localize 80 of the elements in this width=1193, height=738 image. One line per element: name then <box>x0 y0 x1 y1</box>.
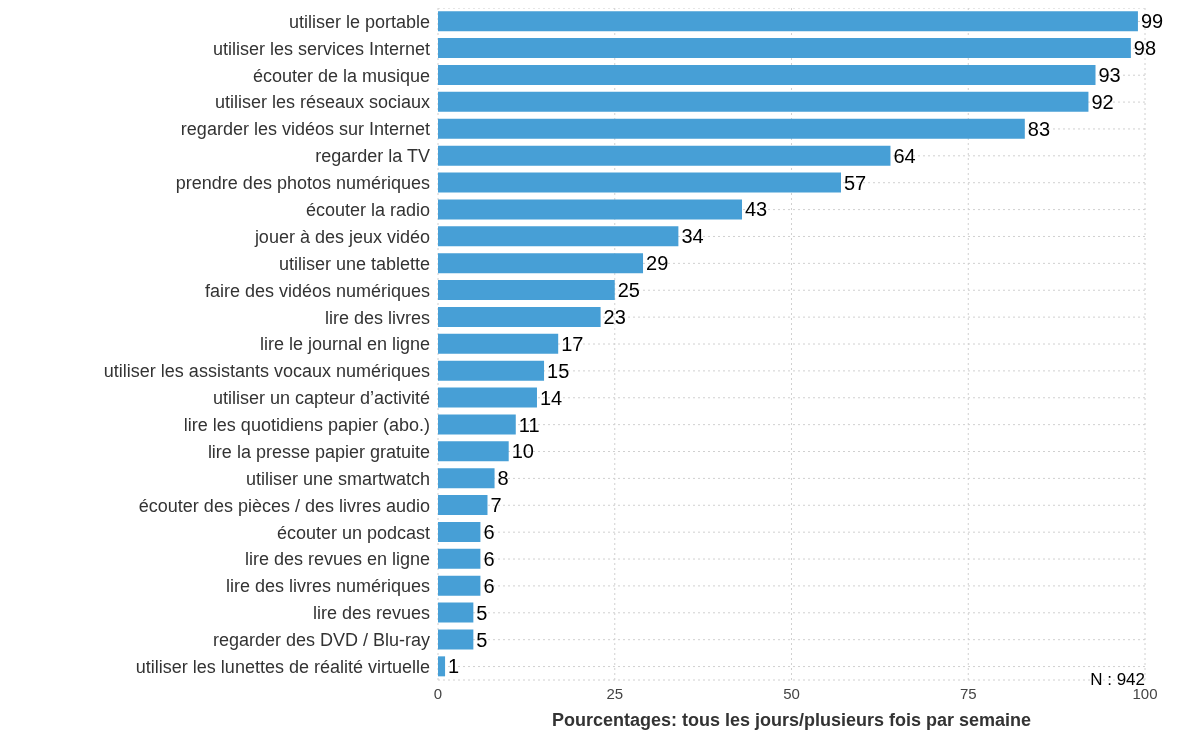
data-label: 43 <box>745 198 768 221</box>
y-tick-label: regarder les vidéos sur Internet <box>180 119 430 140</box>
data-label: 15 <box>547 359 570 382</box>
data-label: 5 <box>476 601 488 624</box>
y-tick-label: utiliser les lunettes de réalité virtuelle <box>135 656 430 677</box>
bar <box>438 387 537 408</box>
bar <box>438 306 601 327</box>
y-tick-label: écouter des pièces / des livres audio <box>138 495 430 516</box>
data-label: 92 <box>1091 90 1114 113</box>
bar <box>438 145 891 166</box>
x-tick-label: 75 <box>959 684 977 702</box>
data-label: 1 <box>448 655 460 678</box>
bar <box>438 629 474 650</box>
y-tick-label: lire des livres numériques <box>225 576 430 597</box>
x-axis-title: Pourcentages: tous les jours/plusieurs fois par semaine <box>551 710 1032 730</box>
data-label: 99 <box>1140 10 1164 33</box>
y-tick-label: jouer à des jeux vidéo <box>253 226 430 247</box>
y-tick-label: utiliser une smartwatch <box>245 468 430 489</box>
data-label: 83 <box>1027 117 1051 140</box>
bar <box>438 280 615 301</box>
bar <box>438 91 1089 112</box>
data-label: 6 <box>483 547 495 570</box>
bar <box>438 333 559 354</box>
y-tick-label: lire des revues en ligne <box>244 549 430 570</box>
y-tick-label: prendre des photos numériques <box>175 173 430 194</box>
data-label: 17 <box>561 332 584 355</box>
bar <box>438 656 446 677</box>
bar <box>438 548 481 569</box>
y-tick-label: utiliser le portable <box>288 11 430 32</box>
data-label: 11 <box>518 413 540 436</box>
y-tick-label: lire la presse papier gratuite <box>207 441 430 462</box>
bar <box>438 199 743 220</box>
bar <box>438 441 509 462</box>
y-tick-label: utiliser une tablette <box>278 253 430 274</box>
data-label: 29 <box>646 252 669 275</box>
y-tick-label: utiliser les assistants vocaux numériques <box>103 361 430 382</box>
bar <box>438 495 488 516</box>
bar <box>438 253 644 274</box>
bar <box>438 602 474 623</box>
data-label: 98 <box>1133 37 1157 60</box>
x-tick-label: 50 <box>783 684 800 702</box>
data-label: 25 <box>617 279 640 302</box>
y-tick-label: utiliser les réseaux sociaux <box>214 92 430 113</box>
data-label: 8 <box>497 467 509 490</box>
bar <box>438 172 841 193</box>
y-tick-label: utiliser les services Internet <box>212 38 430 59</box>
data-label: 10 <box>511 440 534 463</box>
data-label: 6 <box>483 574 495 597</box>
y-tick-label: regarder la TV <box>315 146 430 167</box>
bar <box>438 226 679 247</box>
y-tick-label: lire des revues <box>312 603 430 624</box>
y-tick-label: écouter un podcast <box>276 522 430 543</box>
y-tick-label: faire des vidéos numériques <box>204 280 430 301</box>
data-label: 5 <box>476 628 488 651</box>
x-tick-label: 0 <box>433 684 443 702</box>
data-label: 23 <box>603 306 626 329</box>
data-label: 93 <box>1098 64 1121 87</box>
y-tick-label: lire des livres <box>324 307 430 328</box>
bar <box>438 64 1096 85</box>
data-label: 34 <box>681 225 704 248</box>
bar <box>438 468 495 489</box>
y-tick-label: écouter de la musique <box>252 65 430 86</box>
bar <box>438 38 1131 59</box>
x-tick-label: 25 <box>606 684 624 702</box>
y-tick-label: lire les quotidiens papier (abo.) <box>183 415 430 436</box>
bar <box>438 118 1025 139</box>
bar <box>438 521 481 542</box>
data-label: 57 <box>843 171 867 194</box>
bar <box>438 575 481 596</box>
bar <box>438 11 1138 32</box>
y-tick-label: lire le journal en ligne <box>259 334 430 355</box>
data-label: 6 <box>483 521 495 544</box>
data-label: 7 <box>490 494 502 517</box>
data-label: 14 <box>539 386 563 409</box>
bar <box>438 360 545 381</box>
bar <box>438 414 516 435</box>
y-tick-label: regarder des DVD / Blu-ray <box>212 630 430 651</box>
y-tick-label: écouter la radio <box>305 199 430 220</box>
y-tick-label: utiliser un capteur d’activité <box>212 388 430 409</box>
data-label: 64 <box>893 144 916 167</box>
